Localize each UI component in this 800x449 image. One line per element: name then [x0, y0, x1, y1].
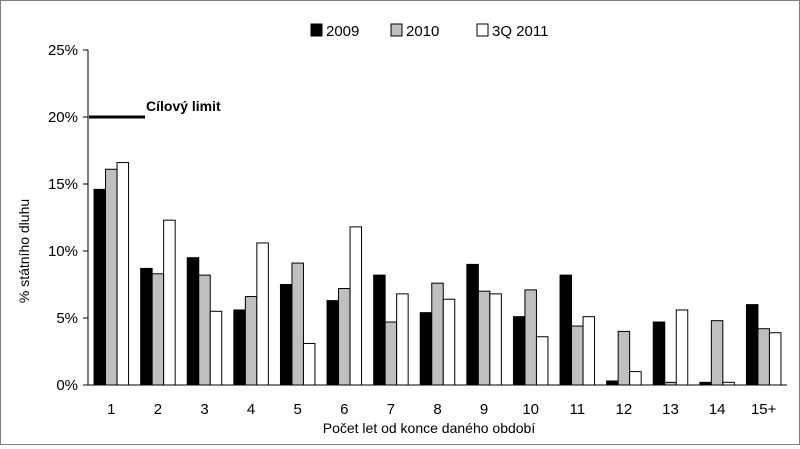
- bar-2009: [93, 188, 107, 386]
- bar-3q-2011: [629, 371, 642, 386]
- bar-3q-2011: [582, 316, 596, 386]
- x-tick-label: 15+: [751, 401, 777, 418]
- bar-2009: [279, 284, 293, 386]
- bar-2009: [373, 274, 386, 386]
- bar-2010: [244, 296, 258, 386]
- y-tick-label: 25%: [48, 42, 78, 59]
- bar-2010: [617, 330, 631, 386]
- bar-2010: [477, 290, 491, 386]
- legend-label: 2009: [326, 23, 359, 40]
- x-tick-label: 11: [570, 401, 586, 418]
- bar-2009: [233, 309, 246, 386]
- x-tick-label: 1: [107, 401, 115, 418]
- x-tick-label: 14: [709, 401, 726, 418]
- legend-swatch: [390, 23, 403, 37]
- bar-2010: [151, 273, 165, 386]
- x-tick-label: 7: [387, 401, 395, 418]
- bar-2010: [524, 289, 537, 386]
- legend-label: 2010: [406, 23, 439, 40]
- legend-swatch: [310, 23, 323, 37]
- x-tick-label: 12: [616, 401, 633, 418]
- y-axis: 0% 5% 10% 15% 20% 25%: [48, 42, 89, 394]
- bar-3q-2011: [489, 293, 502, 386]
- y-tick-label: 10%: [48, 243, 78, 260]
- bar-3q-2011: [163, 219, 176, 386]
- x-tick-label: 10: [522, 401, 539, 418]
- x-tick-label: 2: [154, 401, 162, 418]
- bar-2009: [326, 300, 340, 386]
- bar-2009: [140, 267, 153, 386]
- bar-3q-2011: [396, 293, 409, 386]
- bar-3q-2011: [256, 242, 269, 386]
- target-limit-annotation: Cílový limit: [89, 98, 221, 119]
- x-tick-label: 9: [480, 401, 488, 418]
- y-tick-label: 5%: [56, 310, 78, 327]
- legend-swatch: [476, 23, 489, 37]
- y-tick-label: 20%: [48, 109, 78, 126]
- bar-3q-2011: [116, 162, 130, 386]
- bars: [93, 162, 782, 386]
- x-tick-label: 8: [433, 401, 441, 418]
- x-axis-title: Počet let od konce daného období: [323, 420, 536, 436]
- bar-3q-2011: [349, 226, 363, 386]
- y-tick-label: 15%: [48, 176, 78, 193]
- x-tick-label: 6: [340, 401, 348, 418]
- bar-3q-2011: [768, 332, 782, 386]
- bar-3q-2011: [209, 310, 223, 386]
- x-tick-label: 4: [247, 401, 255, 418]
- bar-2010: [198, 274, 211, 386]
- bar-2010: [384, 321, 398, 386]
- bar-2009: [559, 274, 573, 386]
- bar-3q-2011: [302, 342, 316, 386]
- bar-2010: [431, 282, 444, 386]
- y-axis-title: % státního dluhu: [16, 199, 32, 303]
- bar-2009: [745, 304, 759, 386]
- legend-label: 3Q 2011: [492, 23, 548, 40]
- target-limit-label: Cílový limit: [146, 98, 221, 114]
- bar-2010: [571, 325, 584, 386]
- x-tick-label: 5: [294, 401, 302, 418]
- y-tick-label: 0%: [56, 377, 78, 394]
- bar-2010: [291, 262, 304, 386]
- bar-3q-2011: [675, 309, 689, 386]
- bar-2009: [606, 380, 619, 386]
- bar-2010: [338, 288, 351, 386]
- bar-2010: [105, 168, 118, 386]
- bar-2009: [652, 321, 666, 386]
- bar-2010: [757, 328, 770, 386]
- legend: 2009 2010 3Q 2011: [310, 23, 548, 40]
- x-axis: 1 2 3 4 5 6 7 8 9 10 11 12 13 14 15+: [88, 384, 787, 418]
- bar-3q-2011: [535, 336, 549, 386]
- bar-2010: [710, 320, 724, 386]
- bar-2009: [186, 257, 200, 386]
- bar-2009: [466, 263, 479, 386]
- x-tick-label: 3: [200, 401, 208, 418]
- bar-2009: [512, 316, 526, 386]
- bar-2009: [419, 312, 433, 386]
- x-tick-label: 13: [662, 401, 679, 418]
- bar-3q-2011: [442, 298, 456, 386]
